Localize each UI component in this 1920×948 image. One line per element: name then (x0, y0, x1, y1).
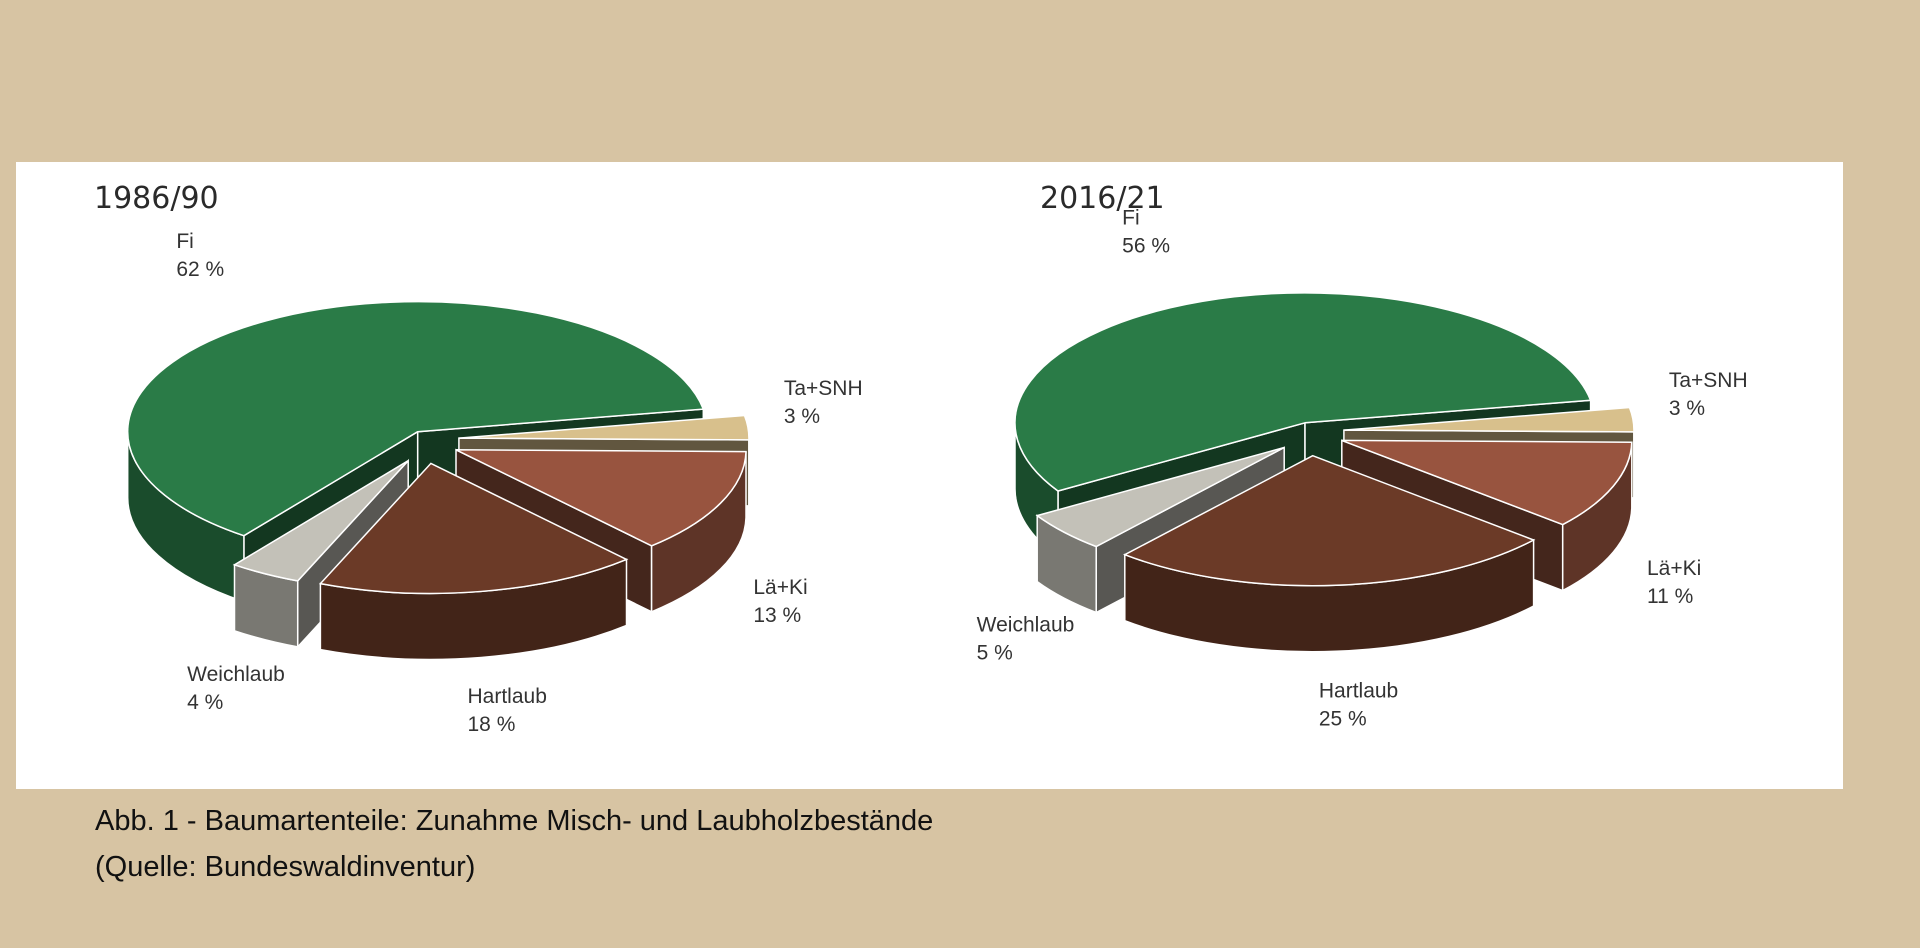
value-label: 62 % (176, 258, 224, 281)
slice-top (455, 449, 747, 547)
chart-title: 2016/21 (1040, 181, 1165, 216)
caption: (Quelle: Bundeswaldinventur) (95, 851, 475, 883)
category-label: Lä+Ki (753, 576, 807, 599)
value-label: 5 % (977, 642, 1013, 665)
slice-label: Hartlaub 25 % (1319, 679, 1398, 730)
value-label: 25 % (1319, 707, 1367, 730)
value-label: 4 % (187, 691, 223, 714)
category-label: Hartlaub (468, 685, 547, 708)
category-label: Hartlaub (1319, 679, 1398, 702)
slice-label: Fi 62 % (176, 230, 224, 281)
category-label: Lä+Ki (1647, 557, 1701, 580)
value-label: 56 % (1122, 234, 1170, 257)
value-label: 18 % (468, 713, 516, 736)
slice-top (232, 460, 409, 582)
slice-label: Ta+SNH 3 % (784, 377, 863, 428)
value-label: 3 % (784, 405, 820, 428)
slice-top (318, 462, 629, 595)
slice-top (126, 300, 705, 537)
slice-label: Lä+Ki 13 % (753, 576, 807, 627)
category-label: Weichlaub (977, 614, 1075, 637)
slice-top (1014, 292, 1592, 492)
caption: Abb. 1 - Baumartenteile: Zunahme Misch- … (95, 805, 933, 837)
slice-label: Hartlaub 18 % (468, 685, 547, 736)
slice-label: Fi 56 % (1122, 206, 1170, 257)
slice-label: Weichlaub 5 % (977, 614, 1075, 665)
category-label: Fi (176, 230, 194, 253)
category-label: Fi (1122, 206, 1140, 229)
slice-top (1035, 446, 1285, 548)
slice-top (1343, 406, 1635, 433)
chart-title: 1986/90 (94, 181, 219, 216)
slice-top (458, 414, 750, 441)
category-label: Ta+SNH (1669, 369, 1748, 392)
slice (318, 462, 629, 661)
slice-label: Lä+Ki 11 % (1647, 557, 1701, 608)
slice-top (1341, 439, 1633, 526)
slice (1122, 454, 1536, 653)
slice-label: Weichlaub 4 % (187, 663, 285, 714)
slice-label: Ta+SNH 3 % (1669, 369, 1748, 420)
value-label: 3 % (1669, 397, 1705, 420)
category-label: Ta+SNH (784, 377, 863, 400)
category-label: Weichlaub (187, 663, 285, 686)
slice-top (1122, 454, 1536, 587)
value-label: 13 % (753, 604, 801, 627)
value-label: 11 % (1647, 585, 1693, 608)
